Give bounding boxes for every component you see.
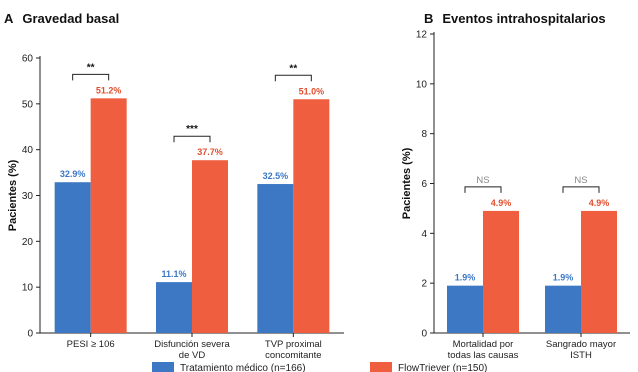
panel-title-text: Gravedad basal [22,11,119,26]
panel-title-b: B Eventos intrahospitalarios [424,11,606,26]
legend-swatch-flowtriever [370,362,392,372]
y-tick-label: 20 [22,237,34,248]
bar-value-label: 51.0% [299,86,325,96]
bar-flowtriever [90,98,127,333]
significance-bracket [562,186,600,193]
y-tick-label: 10 [22,283,34,294]
significance-label: NS [476,175,489,186]
y-tick-label: 6 [421,179,427,190]
significance-bracket [464,186,502,193]
category-label: Disfunción severa [154,339,230,350]
bar-value-label: 32.9% [60,169,86,179]
significance-label: *** [186,124,198,135]
bar-value-label: 11.1% [161,269,186,279]
significance-label: ** [87,62,95,73]
bar-flowtriever [293,99,330,333]
y-tick-label: 8 [421,129,427,140]
category-label: Mortalidad por [453,339,514,350]
y-tick-label: 12 [416,30,428,41]
category-label: Sangrado mayor [546,339,616,350]
significance-label: NS [574,175,587,186]
category-label: ISTH [570,350,592,361]
bar-value-label: 37.7% [197,147,223,157]
y-tick-label: 60 [22,54,34,65]
bar-value-label: 1.9% [455,273,476,283]
bar-flowtriever [192,160,228,333]
bar-value-label: 1.9% [553,273,574,283]
y-axis-label: Pacientes (%) [401,147,413,219]
category-label: PESI ≥ 106 [67,339,115,350]
bar-value-label: 32.5% [263,171,289,181]
bar-value-label: 4.9% [589,198,610,208]
category-label: TVP proximal [265,339,322,350]
y-tick-label: 40 [22,145,34,156]
significance-bracket [274,74,312,82]
y-tick-label: 4 [421,229,427,240]
panel-letter: A [4,11,14,26]
significance-bracket [173,135,211,143]
y-axis-label: Pacientes (%) [7,159,19,231]
y-tick-label: 10 [416,79,428,90]
legend-swatch-medical [152,362,174,372]
y-tick-label: 0 [27,329,33,340]
y-tick-label: 50 [22,99,34,110]
category-label: todas las causas [448,350,519,361]
legend: Tratamiento médico (n=166) FlowTriever (n… [152,362,487,372]
legend-label-medical: Tratamiento médico (n=166) [180,363,306,372]
bar-medical [257,184,294,333]
bar-medical [156,282,192,333]
category-label: de VD [179,350,206,361]
panel-letter: B [424,11,433,26]
panel-title-text: Eventos intrahospitalarios [442,11,605,26]
legend-label-flowtriever: FlowTriever (n=150) [398,363,487,372]
bar-medical [447,285,483,333]
bar-medical [54,182,91,333]
bar-value-label: 4.9% [491,198,512,208]
bar-medical [545,285,581,333]
y-tick-label: 0 [421,329,427,340]
bar-flowtriever [483,210,519,333]
panel-title-a: A Gravedad basal [4,11,119,26]
y-tick-label: 30 [22,191,34,202]
bar-value-label: 51.2% [96,85,122,95]
bar-flowtriever [581,210,617,333]
category-label: concomitante [265,350,322,361]
significance-label: ** [289,63,297,74]
significance-bracket [72,73,110,81]
y-tick-label: 2 [421,279,427,290]
